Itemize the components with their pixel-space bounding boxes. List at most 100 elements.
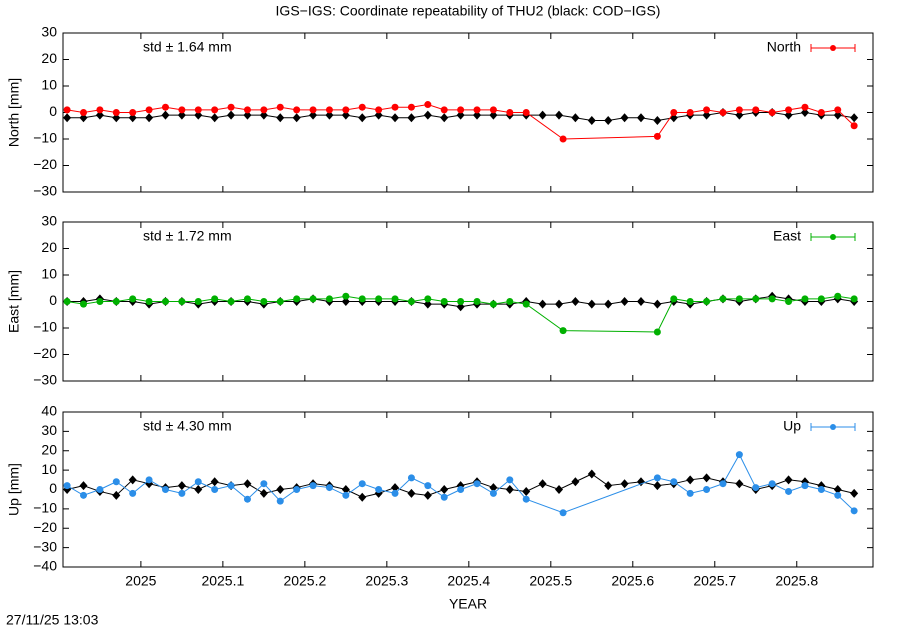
point [538,479,547,489]
point [63,113,72,123]
point [276,113,285,123]
point [559,509,567,517]
point [473,106,481,114]
point [79,481,88,491]
y-axis-label: North [mm] [6,78,22,147]
x-tick-label: 2025.2 [283,573,326,589]
point [95,110,104,120]
legend-marker [830,45,836,51]
point [702,110,711,120]
y-tick-label: −30 [33,372,57,388]
point [703,106,711,114]
point [161,486,169,493]
point [686,298,694,305]
y-tick-label: −20 [33,345,57,361]
point [571,297,580,306]
point [850,488,859,498]
point [571,477,580,487]
point [391,483,400,493]
y-tick-label: 10 [41,266,57,282]
point [276,497,284,505]
point [259,488,268,498]
point [342,491,350,499]
point [112,109,120,116]
point [620,479,629,489]
point [604,115,613,125]
point [457,486,465,493]
point [456,110,465,120]
y-tick-label: −30 [33,538,57,554]
point [112,478,120,486]
point [243,479,252,489]
point [243,110,252,120]
point [293,295,301,303]
y-tick-label: 40 [41,403,57,419]
point [784,475,793,485]
point [653,328,661,336]
point [293,486,301,493]
point [309,106,317,114]
point [210,113,219,123]
point [703,298,711,305]
point [440,493,448,501]
point [604,299,613,309]
point [719,480,727,488]
point [555,299,564,309]
point [276,103,284,111]
point [571,113,580,123]
plot-frame [62,411,874,568]
point [440,485,449,494]
point [211,295,219,303]
y-tick-label: 30 [41,213,57,229]
x-tick-label: 2025.3 [365,573,408,589]
point [559,135,567,143]
point [112,298,120,305]
x-tick-label: 2025.5 [529,573,572,589]
point [407,474,415,482]
point [375,295,383,303]
point [161,103,169,111]
point [391,103,399,111]
point [177,110,186,120]
point [358,103,366,111]
point [834,106,842,114]
point [407,103,415,111]
y-tick-label: −20 [33,519,57,535]
point [178,106,186,114]
point [817,109,825,116]
point [129,109,137,116]
point [227,103,235,111]
annotation: std ± 4.30 mm [143,418,232,434]
x-tick-label: 2025.7 [693,573,736,589]
point [424,101,432,109]
point [670,295,678,303]
y-tick-label: 0 [49,103,57,119]
point [834,292,842,300]
y-tick-label: 0 [49,292,57,308]
point [276,485,285,494]
point [325,295,333,303]
point [440,298,448,305]
point [850,122,858,130]
point [833,485,842,494]
point [505,485,514,494]
annotation: std ± 1.72 mm [143,228,232,244]
y-tick-label: −10 [33,130,57,146]
point [260,298,268,305]
point [785,106,793,114]
point [178,489,186,497]
point [227,110,236,120]
point [309,482,317,490]
point [79,109,87,116]
point [325,110,334,120]
y-tick-label: 20 [41,50,57,66]
point [375,486,383,493]
point [194,110,203,120]
point [538,110,547,120]
point [506,109,514,116]
point [341,485,350,494]
point [63,106,71,114]
point [489,106,497,114]
point [358,295,366,303]
point [834,491,842,499]
